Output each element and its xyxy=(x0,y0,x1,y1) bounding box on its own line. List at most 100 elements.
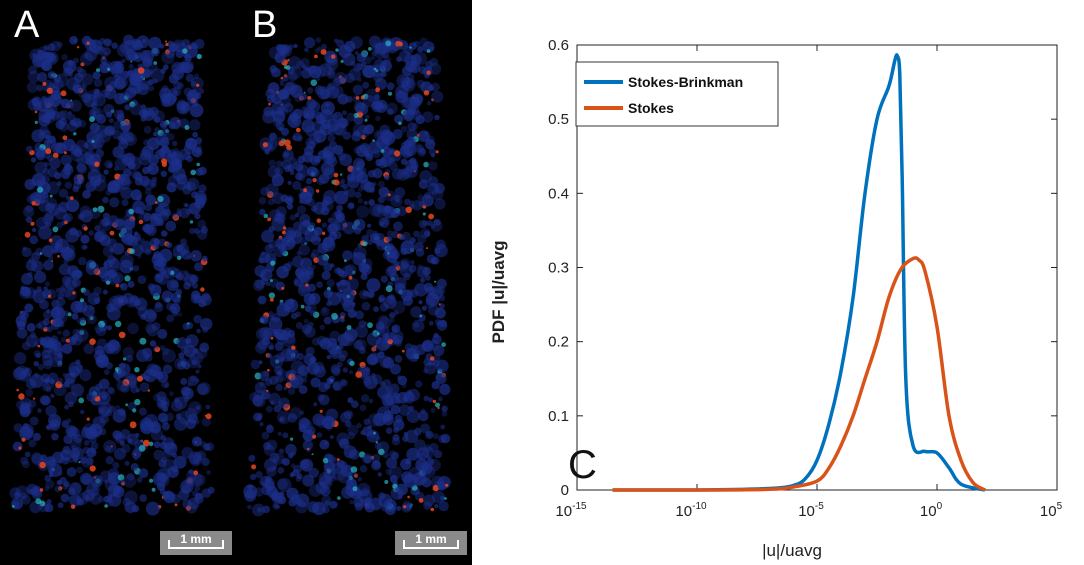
flow-speck xyxy=(394,114,404,124)
flow-speck xyxy=(331,209,345,224)
flow-speck xyxy=(402,396,408,402)
flow-speck xyxy=(46,309,51,314)
flow-speck xyxy=(293,279,299,285)
flow-speck xyxy=(110,64,124,78)
flow-speck xyxy=(409,237,416,244)
flow-speck xyxy=(181,447,194,459)
flow-speck xyxy=(183,344,197,358)
flow-speck xyxy=(94,161,100,167)
flow-speck xyxy=(324,382,331,390)
flow-speck xyxy=(173,63,179,69)
flow-speck xyxy=(352,471,358,478)
flow-speck xyxy=(289,84,303,98)
flow-speck xyxy=(305,346,315,356)
flow-speck xyxy=(41,349,51,359)
flow-speck xyxy=(200,226,208,234)
flow-speck xyxy=(184,44,198,58)
flow-speck xyxy=(361,61,367,67)
flow-speck xyxy=(426,100,432,106)
flow-speck xyxy=(348,475,353,481)
flow-speck xyxy=(337,93,349,105)
flow-speck xyxy=(143,368,157,383)
flow-speck xyxy=(39,252,43,255)
flow-speck xyxy=(262,110,276,124)
flow-speck xyxy=(84,48,98,61)
flow-speck xyxy=(25,388,34,397)
flow-speck xyxy=(426,70,431,75)
flow-speck xyxy=(313,226,323,236)
flow-speck xyxy=(114,92,126,105)
flow-speck xyxy=(149,340,157,347)
flow-speck xyxy=(331,312,338,320)
flow-speck xyxy=(417,469,427,478)
flow-speck xyxy=(278,126,284,132)
flow-speck xyxy=(198,166,207,176)
flow-speck xyxy=(105,445,112,452)
flow-speck xyxy=(317,254,329,266)
flow-speck xyxy=(271,93,282,104)
flow-speck xyxy=(28,399,37,408)
flow-speck xyxy=(149,478,154,483)
flow-speck xyxy=(250,359,261,370)
flow-speck xyxy=(436,278,447,289)
flow-speck xyxy=(342,299,355,312)
flow-speck xyxy=(93,286,102,296)
flow-speck xyxy=(16,327,28,339)
flow-speck xyxy=(373,230,378,235)
flow-speck xyxy=(431,490,445,504)
flow-speck xyxy=(292,108,303,120)
flow-speck xyxy=(387,193,391,197)
flow-speck xyxy=(172,306,177,311)
flow-speck xyxy=(135,388,140,393)
legend-label-stokes: Stokes xyxy=(628,100,674,116)
flow-speck xyxy=(101,51,108,59)
flow-speck xyxy=(279,448,285,454)
flow-speck xyxy=(39,488,44,492)
flow-speck xyxy=(378,180,385,188)
flow-speck xyxy=(261,431,270,440)
flow-speck xyxy=(34,161,48,175)
flow-speck xyxy=(320,161,335,176)
flow-speck xyxy=(202,292,211,301)
flow-speck xyxy=(42,318,50,326)
flow-speck xyxy=(61,343,73,355)
flow-speck xyxy=(277,478,292,492)
flow-speck xyxy=(262,142,268,148)
flow-speck xyxy=(402,435,409,442)
flow-speck xyxy=(108,472,121,485)
flow-speck xyxy=(154,344,159,350)
flow-speck xyxy=(353,246,367,260)
flow-speck xyxy=(161,290,173,302)
flow-speck xyxy=(266,353,272,359)
flow-speck xyxy=(193,102,198,107)
flow-speck xyxy=(65,338,70,343)
flow-speck xyxy=(292,255,304,268)
flow-speck xyxy=(282,432,289,439)
flow-speck xyxy=(283,327,292,336)
flow-speck xyxy=(346,325,352,330)
flow-speck xyxy=(103,495,110,503)
flow-speck xyxy=(432,354,441,363)
flow-speck xyxy=(360,50,368,58)
flow-speck xyxy=(191,81,197,87)
flow-speck xyxy=(404,343,414,352)
flow-speck xyxy=(51,246,59,254)
flow-speck xyxy=(199,342,210,353)
flow-speck xyxy=(57,254,60,258)
flow-speck xyxy=(194,198,205,209)
flow-speck xyxy=(268,311,274,317)
flow-speck xyxy=(58,263,71,276)
flow-speck xyxy=(33,486,40,493)
flow-speck xyxy=(342,53,356,66)
flow-speck xyxy=(289,407,302,420)
flow-speck xyxy=(193,73,200,79)
flow-speck xyxy=(304,47,309,52)
flow-speck xyxy=(107,386,114,394)
flow-speck xyxy=(79,298,85,303)
flow-speck xyxy=(251,464,257,470)
flow-speck xyxy=(153,131,158,137)
flow-speck xyxy=(128,208,135,215)
legend: Stokes-Brinkman Stokes xyxy=(575,61,779,127)
flow-speck xyxy=(424,275,431,281)
flow-speck xyxy=(274,213,284,223)
